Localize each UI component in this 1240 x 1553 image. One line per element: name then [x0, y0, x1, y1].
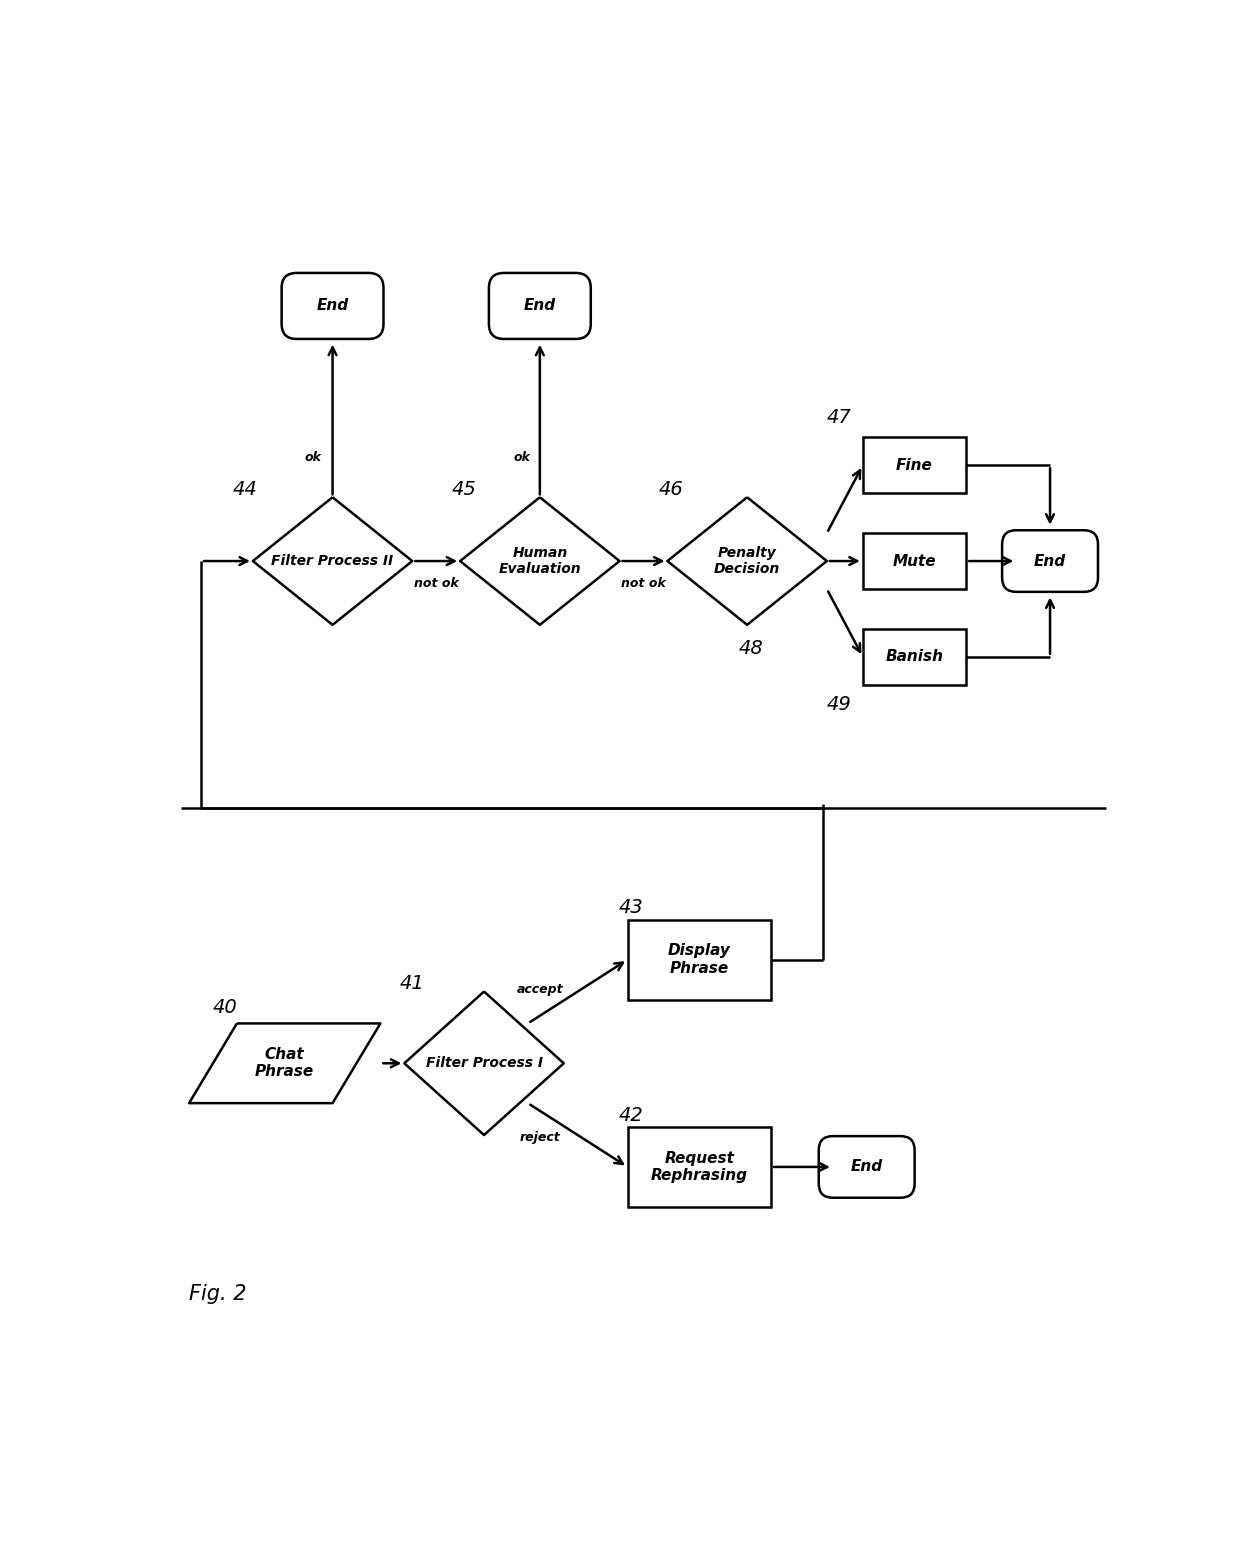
Text: 46: 46 — [658, 480, 683, 499]
Bar — [627, 1127, 771, 1207]
Text: Request
Rephrasing: Request Rephrasing — [651, 1151, 748, 1183]
Text: Fine: Fine — [897, 458, 932, 472]
Text: ok: ok — [513, 450, 531, 464]
Text: End: End — [851, 1160, 883, 1174]
FancyBboxPatch shape — [1002, 530, 1097, 592]
Text: Mute: Mute — [893, 553, 936, 568]
Text: Banish: Banish — [885, 649, 944, 665]
Bar — [627, 919, 771, 1000]
Text: 41: 41 — [401, 974, 424, 992]
Bar — [863, 438, 966, 494]
Text: Human
Evaluation: Human Evaluation — [498, 547, 582, 576]
Text: Display
Phrase: Display Phrase — [668, 944, 730, 975]
Text: Penalty
Decision: Penalty Decision — [714, 547, 780, 576]
FancyBboxPatch shape — [818, 1137, 915, 1197]
Text: 48: 48 — [738, 640, 763, 658]
FancyBboxPatch shape — [489, 273, 590, 339]
Bar — [863, 629, 966, 685]
Text: 49: 49 — [826, 696, 851, 714]
Text: Chat
Phrase: Chat Phrase — [255, 1047, 315, 1079]
Text: accept: accept — [517, 983, 563, 995]
Text: reject: reject — [520, 1131, 560, 1145]
Text: Filter Process II: Filter Process II — [272, 554, 393, 568]
Text: ok: ok — [304, 450, 321, 464]
Text: 42: 42 — [619, 1106, 644, 1124]
Text: 45: 45 — [451, 480, 476, 499]
Text: End: End — [523, 298, 556, 314]
Text: End: End — [316, 298, 348, 314]
Text: not ok: not ok — [414, 576, 459, 590]
Text: Fig. 2: Fig. 2 — [188, 1284, 247, 1305]
Bar — [863, 533, 966, 589]
Text: 43: 43 — [619, 898, 644, 918]
Text: End: End — [1034, 553, 1066, 568]
Text: 47: 47 — [826, 408, 851, 427]
Text: 44: 44 — [232, 480, 257, 499]
Text: Filter Process I: Filter Process I — [425, 1056, 543, 1070]
FancyBboxPatch shape — [281, 273, 383, 339]
Text: not ok: not ok — [621, 576, 666, 590]
Text: 40: 40 — [212, 999, 237, 1017]
